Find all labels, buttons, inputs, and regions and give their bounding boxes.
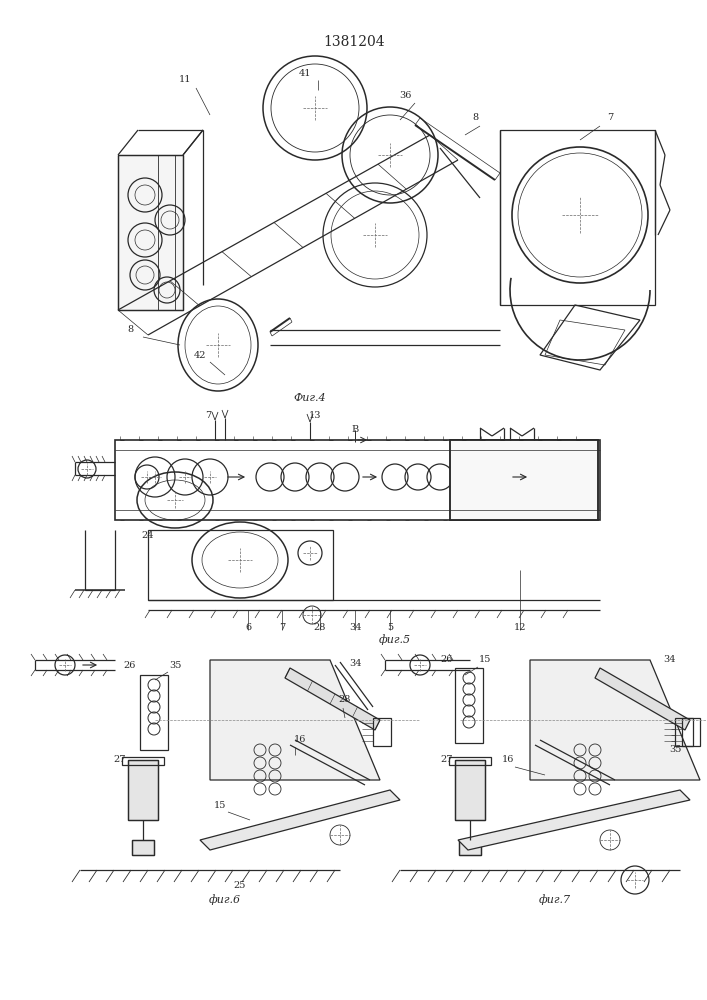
Bar — [148, 530, 333, 600]
Text: 28: 28 — [314, 624, 326, 633]
Bar — [132, 840, 154, 855]
Text: 25: 25 — [234, 882, 246, 890]
Text: 34: 34 — [349, 624, 361, 633]
Text: фиг.6: фиг.6 — [209, 895, 241, 905]
Text: 15: 15 — [214, 800, 226, 810]
Bar — [675, 718, 693, 746]
Text: 1381204: 1381204 — [323, 35, 385, 49]
Bar — [459, 840, 481, 855]
Text: 27: 27 — [114, 756, 127, 764]
Text: фиг.5: фиг.5 — [379, 635, 411, 645]
Text: Фиг.4: Фиг.4 — [293, 393, 327, 403]
Text: 7: 7 — [279, 624, 285, 633]
Text: 6: 6 — [245, 624, 251, 633]
Bar — [455, 760, 485, 820]
Bar — [682, 718, 700, 746]
Polygon shape — [530, 660, 700, 780]
Text: 35: 35 — [169, 660, 181, 670]
Bar — [128, 760, 158, 820]
Text: 15: 15 — [479, 656, 491, 664]
Text: 16: 16 — [502, 756, 514, 764]
Text: 8: 8 — [127, 326, 133, 334]
Text: 35: 35 — [669, 746, 681, 754]
Bar — [122, 757, 164, 765]
Text: 7: 7 — [205, 412, 211, 420]
Text: 42: 42 — [194, 351, 206, 360]
Polygon shape — [200, 790, 400, 850]
Polygon shape — [595, 668, 690, 730]
Bar — [128, 760, 158, 820]
Bar — [450, 440, 598, 520]
Text: 34: 34 — [664, 656, 677, 664]
Bar — [373, 718, 391, 746]
Text: 27: 27 — [440, 756, 453, 764]
Bar — [459, 840, 481, 855]
Text: В: В — [351, 426, 358, 434]
Bar — [118, 155, 183, 310]
Bar — [455, 668, 483, 743]
Bar — [450, 440, 598, 520]
Text: 13: 13 — [309, 412, 321, 420]
Bar — [132, 840, 154, 855]
Text: 24: 24 — [141, 530, 154, 540]
Text: 34: 34 — [349, 658, 361, 668]
Text: 28: 28 — [339, 696, 351, 704]
Polygon shape — [285, 668, 380, 730]
Text: 16: 16 — [294, 736, 306, 744]
Bar — [140, 675, 168, 750]
Polygon shape — [458, 790, 690, 850]
Text: фиг.7: фиг.7 — [539, 895, 571, 905]
Text: 36: 36 — [399, 91, 411, 100]
Bar — [115, 440, 600, 520]
Polygon shape — [210, 660, 380, 780]
Bar — [118, 155, 183, 310]
Bar — [455, 760, 485, 820]
Text: 5: 5 — [387, 624, 393, 633]
Bar — [500, 130, 655, 305]
Text: 8: 8 — [472, 113, 478, 122]
Text: 41: 41 — [299, 68, 311, 78]
Bar — [449, 757, 491, 765]
Text: 12: 12 — [514, 624, 526, 633]
Text: 26: 26 — [440, 656, 453, 664]
Text: 7: 7 — [607, 113, 613, 122]
Text: 11: 11 — [179, 76, 192, 85]
Text: 26: 26 — [124, 660, 136, 670]
